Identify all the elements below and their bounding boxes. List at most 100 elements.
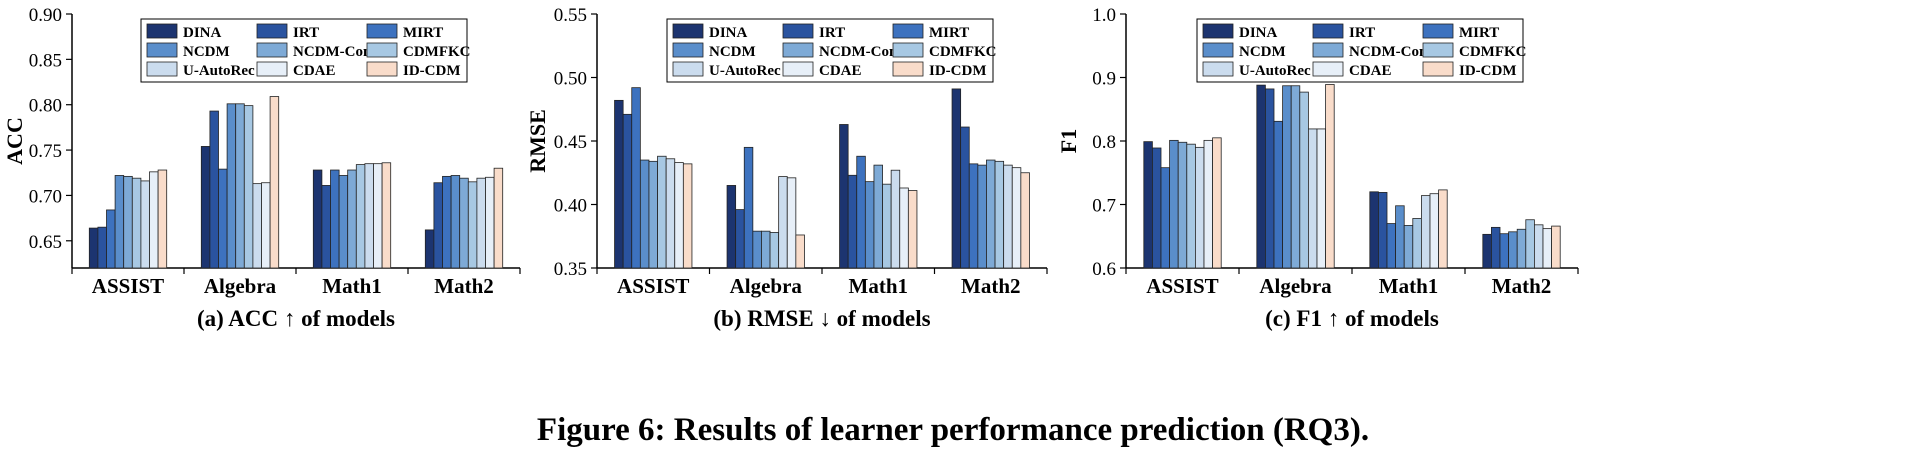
chart1-bar-u-autorec-assist [665,158,676,269]
chart2-bar-cdmfkc-math2 [1525,219,1535,269]
chart1-legend-label-ncdm: NCDM [709,44,756,60]
chart1-bar-id-cdm-math1 [907,190,918,269]
chart1-legend-swatch-dina [672,23,704,39]
chart2-ytick-label: 0.8 [1092,132,1116,153]
charts-svg: 0.65 0.70 0.75 0.80 0.85 0.90 ACC ASSIST Algebra… [2,5,1579,331]
chart2-ytick-label: 0.7 [1092,196,1116,217]
chart2-legend-label-mirt: MIRT [1459,25,1499,41]
chart1-bar-dina-algebra [726,185,737,269]
chart0-legend-swatch-mirt [366,23,398,39]
chart1-bar-cdae-assist [674,162,684,269]
chart1-legend-box [666,18,994,83]
chart2-bar-dina-assist [1143,141,1153,269]
chart1-legend-swatch-id-cdm [892,61,924,77]
chart2-legend-swatch-u-autorec [1202,61,1234,77]
chart1-bar-cdae-math2 [1011,167,1022,269]
chart0-bar-cdmfkc-assist [131,177,142,269]
chart2-bar-cdmfkc-assist [1186,143,1196,269]
chart2-bar-dina-math2 [1482,233,1492,269]
chart1-bar-ncdm-const-math2 [986,159,996,269]
chart1-legend-swatch-ncdm [672,42,704,58]
chart0-bar-mirt-math1 [330,169,340,269]
chart0-ytick-label: 0.90 [29,5,62,26]
chart0-bar-cdmfkc-math2 [467,181,478,269]
chart1-legend-label-u-autorec: U-AutoRec [709,63,781,79]
chart0-bar-cdae-math1 [373,163,383,269]
chart2-bar-mirt-math2 [1499,233,1510,269]
chart2-xtick-label: Math2 [1492,274,1552,298]
chart2-bar-u-autorec-math1 [1421,195,1431,269]
chart0-xtick-label: Math2 [434,274,494,298]
chart0-bar-id-cdm-algebra [269,96,280,269]
chart2-bar-cdae-math2 [1542,228,1553,269]
chart2-legend-swatch-id-cdm [1422,61,1454,77]
chart1-bar-ncdm-algebra [752,230,762,269]
chart0-legend-label-dina: DINA [183,25,222,41]
chart1-bar-mirt-assist [631,87,641,269]
chart0-caption: (a) ACC ↑ of models [197,306,395,331]
chart2-legend-swatch-irt [1312,23,1344,39]
chart2-bar-dina-algebra [1256,84,1266,269]
chart1-bar-ncdm-const-algebra [761,230,771,269]
chart1-legend-swatch-irt [782,23,814,39]
chart2-ytick-label: 0.6 [1092,259,1116,280]
chart1-ytick-label: 0.50 [554,69,587,90]
chart0-bar-dina-algebra [200,146,211,269]
chart0-xtick-label: Algebra [204,274,277,298]
chart1-legend-label-ncdm-const: NCDM-Const [819,44,908,60]
chart2-legend-label-ncdm-const: NCDM-Const [1349,44,1438,60]
chart2-bar-ncdm-algebra [1282,85,1292,269]
chart1-bar-dina-math2 [951,88,962,269]
chart1-bar-id-cdm-algebra [795,234,805,269]
chart0-bar-mirt-assist [106,209,116,269]
chart1-bar-irt-math1 [847,174,858,269]
chart2-legend-label-cdae: CDAE [1349,63,1392,79]
chart0-bar-irt-algebra [209,110,219,269]
chart2-bar-cdae-algebra [1316,128,1327,269]
chart0-ytick-label: 0.75 [29,141,62,162]
chart0-bar-ncdm-math2 [450,175,461,269]
chart0-legend-swatch-cdae [256,61,288,77]
chart2-bar-cdae-assist [1203,139,1214,269]
chart0-bar-cdae-algebra [261,182,271,269]
chart1-bar-cdmfkc-math2 [994,160,1005,269]
chart2-bar-id-cdm-assist [1212,137,1222,269]
chart0-bar-ncdm-assist [114,175,125,269]
chart0-bar-id-cdm-assist [157,169,168,269]
chart2-legend-swatch-mirt [1422,23,1454,39]
chart0-legend-label-cdmfkc: CDMFKC [403,44,471,60]
chart1-legend-label-irt: IRT [819,25,845,41]
chart1-bar-u-autorec-math1 [890,169,901,269]
chart0-bar-ncdm-const-assist [123,175,133,269]
chart1-bar-u-autorec-math2 [1003,164,1013,269]
chart0-bar-u-autorec-assist [140,180,150,269]
chart1-legend-label-cdmfkc: CDMFKC [929,44,997,60]
chart2-ytick-label: 0.9 [1092,69,1116,90]
chart2-bar-cdmfkc-algebra [1299,91,1309,269]
chart0-ytick-label: 0.80 [29,96,62,117]
chart2-bar-ncdm-math1 [1395,205,1405,269]
chart1-bar-ncdm-const-math1 [873,164,883,269]
chart0-bar-id-cdm-math2 [493,167,504,269]
chart2-xtick-label: Math1 [1379,274,1439,298]
chart1-bar-ncdm-const-assist [648,160,658,269]
chart0-legend-label-cdae: CDAE [293,63,336,79]
chart1-bar-cdmfkc-algebra [769,232,780,269]
chart0-bar-ncdm-algebra [226,103,237,269]
chart2-bar-mirt-assist [1160,167,1171,269]
chart2-legend-swatch-cdmfkc [1422,42,1454,58]
chart2-legend-swatch-cdae [1312,61,1344,77]
chart0-bar-cdmfkc-math1 [355,164,366,269]
chart0-bar-irt-math1 [321,185,331,269]
chart2-bar-u-autorec-assist [1195,146,1205,269]
chart1-xtick-label: Math1 [849,274,909,298]
chart1-legend-swatch-cdae [782,61,814,77]
chart2-legend-label-ncdm: NCDM [1239,44,1286,60]
chart0-ylabel: ACC [2,117,27,165]
chart2-bar-id-cdm-math2 [1551,225,1561,269]
chart1-ylabel: RMSE [525,109,550,173]
chart2-xtick-label: Algebra [1259,274,1332,298]
chart0-bar-ncdm-math1 [338,175,349,269]
chart2-bar-ncdm-assist [1169,139,1179,269]
